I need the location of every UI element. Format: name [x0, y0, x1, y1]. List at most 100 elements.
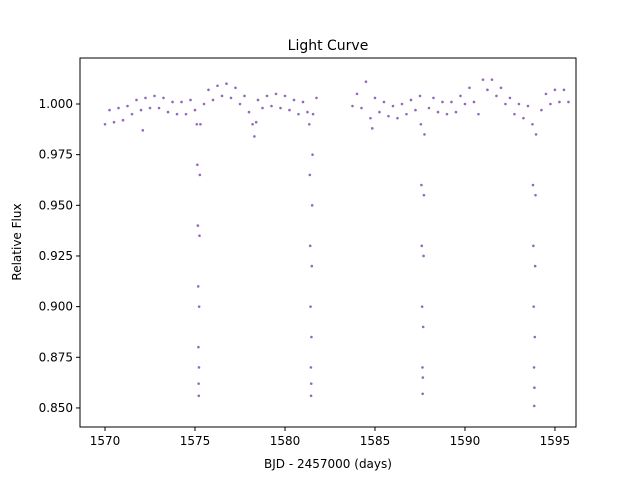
point: [135, 98, 138, 102]
point: [189, 98, 192, 102]
x-tick-label: 1570: [90, 434, 121, 448]
point: [364, 80, 368, 84]
point: [270, 104, 273, 108]
point: [207, 88, 210, 92]
point: [238, 102, 242, 106]
point: [532, 244, 535, 248]
point: [307, 122, 311, 126]
point: [432, 96, 435, 100]
point: [405, 112, 408, 116]
point: [532, 305, 536, 308]
point: [463, 102, 467, 106]
point: [558, 100, 561, 104]
point: [310, 335, 313, 339]
y-tick-label: 0.875: [39, 350, 73, 364]
point: [532, 404, 536, 408]
point: [504, 102, 507, 106]
chart-title: Light Curve: [288, 38, 369, 54]
point: [477, 112, 480, 116]
point: [126, 104, 129, 108]
point: [441, 100, 444, 104]
point: [387, 114, 390, 118]
point: [454, 110, 458, 114]
point: [526, 104, 530, 108]
point: [184, 112, 188, 116]
point: [315, 96, 318, 100]
point: [370, 127, 374, 130]
point: [427, 106, 431, 110]
point: [254, 120, 258, 124]
point: [533, 335, 537, 339]
y-tick-label: 0.900: [39, 300, 73, 314]
point: [216, 84, 219, 88]
y-axis-label: Relative Flux: [10, 203, 24, 280]
point: [486, 88, 489, 92]
point: [495, 94, 498, 98]
x-tick-label: 1580: [270, 434, 301, 448]
point: [421, 376, 425, 379]
point: [243, 94, 246, 98]
point: [198, 234, 201, 238]
point: [309, 394, 313, 398]
x-tick-label: 1585: [360, 434, 391, 448]
x-tick-label: 1590: [450, 434, 481, 448]
point: [162, 96, 165, 100]
point: [414, 108, 417, 112]
point: [531, 183, 535, 187]
point: [472, 100, 476, 104]
point: [197, 305, 201, 308]
y-tick-label: 0.975: [39, 148, 73, 162]
point: [378, 110, 381, 114]
point: [108, 108, 111, 112]
point: [261, 106, 264, 110]
point: [513, 112, 516, 116]
point: [522, 116, 525, 120]
point: [534, 193, 537, 197]
point: [144, 96, 147, 100]
point: [153, 94, 156, 98]
point: [531, 122, 534, 126]
point: [421, 325, 425, 329]
point: [421, 392, 424, 396]
point: [253, 135, 256, 138]
point: [421, 366, 424, 369]
point: [199, 122, 202, 126]
point: [400, 102, 404, 106]
point: [517, 102, 521, 106]
point: [567, 100, 570, 104]
point: [499, 86, 503, 90]
point: [139, 108, 143, 112]
point: [180, 100, 183, 104]
point: [351, 104, 354, 108]
point: [549, 102, 552, 106]
point: [309, 382, 313, 385]
point: [288, 108, 291, 112]
point: [274, 92, 278, 96]
point: [112, 120, 116, 124]
point: [103, 122, 107, 126]
point: [196, 285, 200, 288]
point: [265, 94, 269, 98]
point: [553, 88, 557, 92]
point: [360, 106, 363, 110]
point: [220, 94, 224, 98]
y-tick-label: 1.000: [39, 97, 73, 111]
point: [311, 153, 314, 156]
point: [308, 244, 312, 248]
point: [121, 118, 125, 122]
point: [534, 133, 538, 136]
point: [197, 366, 201, 369]
point: [256, 98, 260, 102]
point: [306, 110, 309, 114]
point: [279, 106, 282, 110]
point: [544, 92, 548, 96]
point: [197, 382, 200, 385]
point: [196, 224, 200, 227]
point: [148, 106, 152, 110]
point: [175, 112, 179, 116]
y-tick-label: 0.925: [39, 249, 73, 263]
point: [247, 110, 251, 114]
point: [533, 386, 536, 389]
point: [196, 163, 199, 167]
